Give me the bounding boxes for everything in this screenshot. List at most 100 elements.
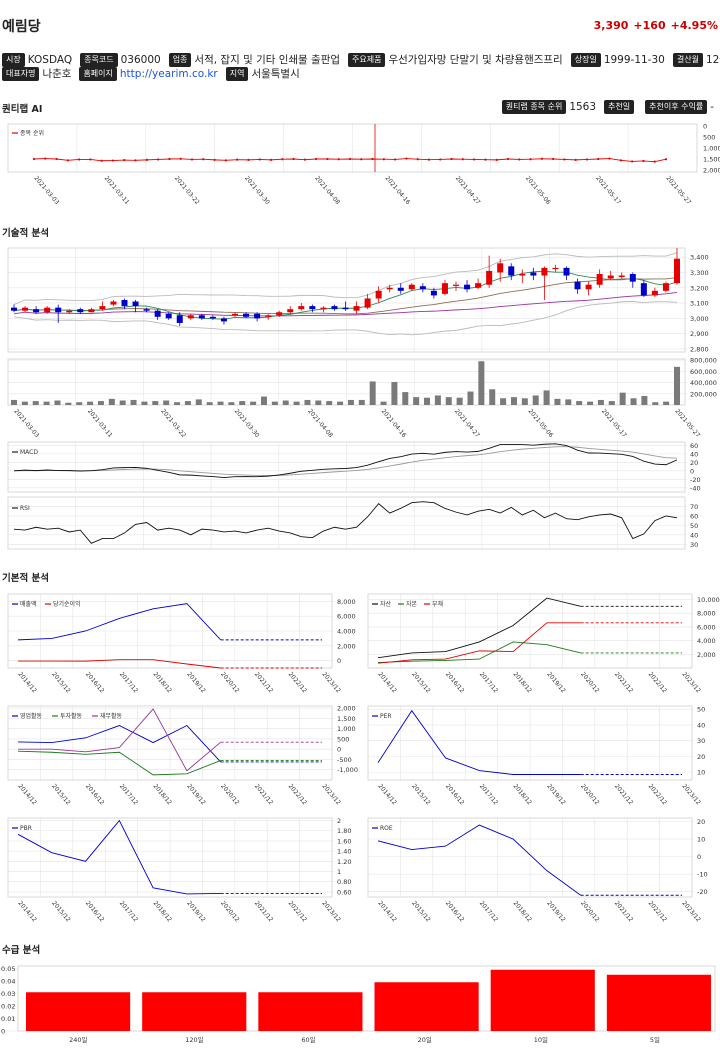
year-label: 2014/12 bbox=[376, 900, 398, 924]
y-tick-label: 2,000 bbox=[697, 651, 716, 659]
volume-bar bbox=[293, 401, 300, 405]
y-tick-label: 1,000 bbox=[337, 725, 356, 733]
rec-date-tag: 추천일 bbox=[604, 100, 635, 114]
volume-bar bbox=[260, 396, 267, 405]
volume-bar bbox=[119, 400, 126, 405]
rank-point bbox=[303, 158, 306, 161]
period-label: 20일 bbox=[418, 1035, 432, 1044]
volume-bar bbox=[97, 401, 104, 405]
y-tick-label: 20 bbox=[697, 753, 705, 761]
year-label: 2015/12 bbox=[410, 671, 432, 695]
volume-bar bbox=[174, 402, 181, 405]
y-tick-label: 10 bbox=[697, 769, 705, 777]
volume-bar bbox=[663, 401, 670, 405]
assets-chart: 2,000 4,000 6,000 8,000 10,000 자산 자본 부채 2014/12 2… bbox=[367, 593, 720, 695]
supply-bar bbox=[606, 974, 711, 1031]
y-tick-label: 200,000 bbox=[690, 390, 717, 398]
candle-body bbox=[408, 284, 415, 290]
rank-point bbox=[123, 159, 126, 162]
year-label: 2015/12 bbox=[50, 783, 72, 807]
candle-body bbox=[519, 274, 526, 276]
price-chart: 2,800 2,900 3,000 3,100 3,200 3,300 3,400 bbox=[7, 247, 709, 353]
y-tick-label: -1,000 bbox=[337, 766, 358, 774]
y-tick-label: 1 bbox=[337, 868, 341, 876]
rank-point bbox=[518, 158, 521, 161]
year-label: 2016/12 bbox=[84, 900, 106, 924]
series-line bbox=[17, 724, 221, 763]
volume-bar bbox=[65, 402, 72, 405]
year-label: 2020/12 bbox=[579, 671, 601, 695]
volume-bar bbox=[380, 401, 387, 405]
volume-bar bbox=[630, 398, 637, 405]
y-tick-label: 3,300 bbox=[690, 269, 709, 277]
series-line bbox=[377, 622, 581, 664]
y-tick-label: 0.02 bbox=[1, 1003, 15, 1011]
legend-entry: 부채 bbox=[432, 600, 443, 608]
candle-body bbox=[629, 274, 636, 282]
y-tick-label: 2,000 bbox=[337, 642, 356, 650]
fiscal-month-value: 12월 bbox=[705, 54, 720, 66]
year-label: 2018/12 bbox=[152, 783, 174, 807]
series-line bbox=[17, 819, 221, 895]
rank-point bbox=[631, 160, 634, 163]
date-label: 2021-03-11 bbox=[103, 175, 131, 206]
year-label: 2022/12 bbox=[287, 900, 309, 924]
candle-body bbox=[22, 307, 29, 311]
homepage-link[interactable]: http://yearim.co.kr bbox=[119, 67, 218, 80]
candle-body bbox=[66, 310, 73, 313]
volume-bar bbox=[456, 397, 463, 405]
rank-point bbox=[111, 159, 115, 162]
candle-body bbox=[662, 283, 669, 291]
roe-chart: -20 -10 0 10 20 ROE 2014/12 2015/12 2016/12 2017/… bbox=[367, 817, 708, 924]
volume-bar bbox=[587, 401, 594, 405]
date-label: 2021-04-08 bbox=[306, 408, 334, 439]
rank-point bbox=[394, 158, 397, 161]
date-label: 2021-03-22 bbox=[173, 175, 201, 206]
volume-bar bbox=[489, 389, 496, 405]
volume-bar bbox=[282, 400, 289, 405]
ma60-line bbox=[13, 292, 678, 317]
volume-bar bbox=[500, 398, 507, 405]
y-tick-label: 40 bbox=[697, 721, 705, 729]
y-tick-label: 3,100 bbox=[690, 300, 709, 308]
candle-body bbox=[265, 315, 272, 317]
volume-bar bbox=[250, 401, 257, 405]
plot-area bbox=[17, 965, 716, 1032]
y-tick-label: 1,000 bbox=[703, 145, 720, 153]
y-tick-label: 0.05 bbox=[1, 965, 15, 973]
candle-body bbox=[464, 284, 471, 290]
rank-point bbox=[100, 159, 103, 162]
legend-entry: PBR bbox=[20, 825, 32, 832]
y-tick-label: -20 bbox=[690, 476, 701, 484]
legend-entry: PER bbox=[380, 713, 392, 720]
y-tick-label: 20 bbox=[697, 818, 705, 826]
y-tick-label: 800,000 bbox=[690, 357, 717, 365]
rank-point bbox=[461, 158, 464, 161]
candle-body bbox=[209, 316, 216, 319]
rank-point bbox=[495, 158, 498, 161]
legend-entry: MACD bbox=[20, 449, 38, 456]
rsi-line bbox=[13, 501, 678, 544]
y-tick-label: 0 bbox=[337, 746, 341, 754]
rank-point bbox=[44, 157, 47, 160]
supply-bar bbox=[490, 969, 595, 1031]
date-label: 2021-05-06 bbox=[524, 175, 552, 206]
info-row-1: 시장 KOSDAQ 종목코드 036000 업종 서적, 잡지 및 기타 인쇄물 출판… bbox=[2, 52, 720, 67]
rank-point bbox=[484, 158, 487, 161]
year-label: 2021/12 bbox=[613, 783, 635, 807]
date-label: 2021-03-22 bbox=[159, 408, 187, 439]
candle-body bbox=[55, 307, 62, 313]
volume-bar bbox=[11, 399, 17, 405]
candle-body bbox=[132, 301, 139, 307]
current-price: 3,390 bbox=[593, 19, 629, 32]
listing-date-tag: 상장일 bbox=[570, 52, 601, 67]
bollinger-upper bbox=[13, 252, 678, 306]
cashflow-chart: -1,000 -500 0 500 1,000 1,500 2,000 영업활동 투자활동 재무활… bbox=[7, 705, 358, 807]
y-tick-label: 60 bbox=[690, 512, 698, 520]
year-label: 2019/12 bbox=[545, 783, 567, 807]
series-line bbox=[18, 659, 221, 669]
candle-body bbox=[110, 301, 117, 305]
year-label: 2022/12 bbox=[647, 900, 669, 924]
year-label: 2020/12 bbox=[579, 783, 601, 807]
y-tick-label: 2,000 bbox=[337, 705, 356, 713]
